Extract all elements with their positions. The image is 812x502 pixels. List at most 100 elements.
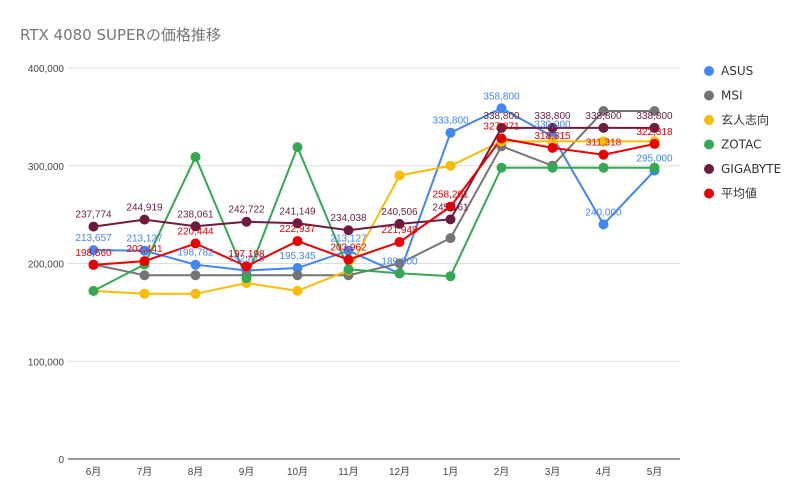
legend-label: ASUS <box>721 64 753 78</box>
data-label: 195,345 <box>279 251 316 262</box>
data-label: 242,722 <box>228 205 265 216</box>
y-tick-label: 0 <box>58 455 64 466</box>
legend-label: MSI <box>721 89 743 103</box>
legend-marker <box>704 115 714 125</box>
data-point <box>343 245 354 256</box>
data-point <box>139 245 150 256</box>
data-label: 295,000 <box>636 154 673 165</box>
data-point <box>139 288 150 299</box>
data-label: 203,962 <box>330 243 367 254</box>
legend-label: 玄人志向 <box>721 112 769 127</box>
data-label: 189,800 <box>381 256 418 267</box>
x-tick-label: 7月 <box>137 466 153 478</box>
data-point <box>496 122 507 133</box>
data-point <box>598 162 609 173</box>
data-point <box>139 256 150 267</box>
data-point <box>190 270 201 281</box>
legend: ASUS MSI 玄人志向 ZOTAC GIGABYTE 平均値 <box>704 64 781 201</box>
data-label: 241,149 <box>279 206 316 217</box>
data-point <box>88 259 99 270</box>
data-point <box>649 138 660 149</box>
data-label: 258,201 <box>432 190 469 201</box>
data-label: 192,875 <box>228 253 265 264</box>
data-label: 240,506 <box>381 207 418 218</box>
y-tick-label: 400,000 <box>28 64 65 75</box>
x-axis: 6月 7月 8月 9月 10月 11月 12月 1月 2月 3月 4月 5月 <box>86 466 663 478</box>
data-label: 322,318 <box>636 127 673 138</box>
data-point <box>496 162 507 173</box>
x-tick-label: 8月 <box>188 466 204 478</box>
data-point <box>445 214 456 225</box>
legend-marker <box>704 139 714 150</box>
chart-title: RTX 4080 SUPERの価格推移 <box>20 26 221 44</box>
data-point <box>88 245 99 256</box>
data-point <box>343 254 354 265</box>
data-label: 240,000 <box>585 207 622 218</box>
data-point <box>445 127 456 138</box>
data-point <box>445 201 456 212</box>
data-point <box>190 259 201 270</box>
x-tick-label: 12月 <box>389 466 410 478</box>
data-point <box>139 214 150 225</box>
data-point <box>241 261 252 272</box>
data-point <box>496 103 507 114</box>
data-label: 244,919 <box>126 203 163 214</box>
x-tick-label: 1月 <box>443 466 459 478</box>
data-point <box>292 142 303 153</box>
data-point <box>598 106 609 117</box>
data-point <box>292 270 303 281</box>
data-label: 237,774 <box>75 210 112 221</box>
data-point <box>445 233 456 244</box>
data-point <box>394 218 405 229</box>
series-lines <box>93 107 656 295</box>
series-line-series-5 <box>93 137 655 268</box>
data-point <box>547 122 558 133</box>
data-labels: 213,657 213,127 198,782 192,875 195,345 213,1… <box>75 91 673 267</box>
data-point <box>649 106 660 117</box>
data-point <box>88 285 99 296</box>
series-line-asus <box>93 107 656 275</box>
x-tick-label: 9月 <box>239 466 255 478</box>
data-label: 318,315 <box>534 131 571 142</box>
data-point <box>598 136 609 147</box>
series-line-zotac <box>93 144 655 292</box>
data-point <box>598 122 609 133</box>
data-point <box>343 225 354 236</box>
data-point <box>190 238 201 249</box>
legend-marker <box>704 90 714 101</box>
data-point <box>343 264 354 275</box>
data-label: 311,318 <box>586 138 622 149</box>
data-label: 213,127 <box>330 234 367 245</box>
data-label: 338,800 <box>636 111 673 122</box>
legend-marker <box>704 66 714 76</box>
data-point <box>394 268 405 279</box>
y-tick-label: 200,000 <box>28 260 65 271</box>
x-tick-label: 2月 <box>494 466 510 478</box>
data-label: 213,127 <box>126 234 163 245</box>
legend-label: GIGABYTE <box>721 162 781 176</box>
data-label: 330,000 <box>534 119 571 130</box>
legend-label: ZOTAC <box>721 138 761 152</box>
data-point <box>649 122 660 133</box>
data-point <box>598 149 609 160</box>
data-point <box>394 258 405 269</box>
data-label: 222,937 <box>279 224 316 235</box>
data-point <box>394 170 405 181</box>
data-label: 338,800 <box>534 111 571 122</box>
data-point <box>139 270 150 281</box>
data-point <box>190 288 201 299</box>
data-point <box>292 263 303 274</box>
gridlines <box>68 67 680 460</box>
data-label: 202,441 <box>126 244 163 255</box>
data-label: 197,198 <box>228 249 265 260</box>
series-points <box>88 103 660 299</box>
data-point <box>292 218 303 229</box>
series-line-gigabyte <box>93 126 655 232</box>
data-label: 221,948 <box>381 225 418 236</box>
data-label: 338,800 <box>585 111 622 122</box>
data-label: 333,800 <box>432 116 469 127</box>
data-point <box>190 221 201 232</box>
x-tick-label: 5月 <box>647 466 663 478</box>
x-tick-label: 6月 <box>86 466 102 478</box>
